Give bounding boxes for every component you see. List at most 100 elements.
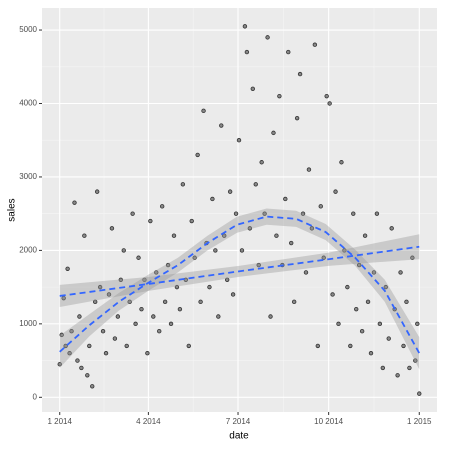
point <box>130 211 135 216</box>
point <box>315 343 321 349</box>
point <box>359 329 365 334</box>
point <box>145 351 150 356</box>
point <box>65 266 70 271</box>
point <box>318 204 323 209</box>
point <box>415 321 420 327</box>
point <box>118 277 124 282</box>
point <box>157 329 162 334</box>
point <box>274 233 279 238</box>
point <box>177 306 183 312</box>
point <box>213 248 218 253</box>
point <box>389 226 394 231</box>
point <box>115 314 121 319</box>
point <box>407 365 412 371</box>
y-axis-title: sales <box>7 198 18 221</box>
point <box>306 167 312 172</box>
point <box>236 138 242 143</box>
point <box>75 358 80 363</box>
point <box>368 351 374 356</box>
x-tick-label: 4 2014 <box>136 417 161 426</box>
point <box>219 123 224 128</box>
point <box>180 182 186 187</box>
point <box>121 248 126 253</box>
point <box>171 233 177 238</box>
point <box>87 343 92 349</box>
point <box>242 24 248 29</box>
point <box>380 365 386 371</box>
point <box>222 233 227 238</box>
point <box>233 211 239 216</box>
point <box>404 299 409 305</box>
point <box>345 284 350 290</box>
x-axis-title: date <box>229 431 249 442</box>
point <box>61 295 66 301</box>
point <box>159 204 165 209</box>
point <box>312 42 318 47</box>
point <box>417 391 422 396</box>
point <box>327 101 332 106</box>
point <box>136 255 141 260</box>
point <box>201 108 206 114</box>
point <box>401 343 406 349</box>
y-tick-label: 3000 <box>19 172 37 181</box>
point <box>195 152 200 158</box>
point <box>210 196 215 202</box>
point <box>262 211 267 216</box>
point <box>362 233 368 238</box>
point <box>154 270 159 275</box>
point <box>133 321 138 327</box>
point <box>85 373 90 378</box>
point <box>142 277 147 282</box>
point <box>186 343 191 349</box>
point <box>374 211 380 216</box>
point <box>250 86 255 91</box>
point <box>174 284 180 290</box>
point <box>224 277 230 282</box>
x-tick-label: 1 2014 <box>47 417 72 426</box>
point <box>139 306 144 312</box>
point <box>67 351 72 356</box>
point <box>230 292 236 297</box>
point <box>92 299 98 305</box>
point <box>339 160 344 165</box>
point <box>300 211 306 216</box>
point <box>69 329 74 334</box>
point <box>77 314 82 319</box>
point <box>277 93 282 99</box>
point <box>342 248 347 253</box>
point <box>90 384 95 389</box>
point <box>291 299 297 305</box>
point <box>82 233 87 238</box>
point <box>386 336 391 341</box>
point <box>309 226 315 231</box>
point <box>413 358 418 363</box>
point <box>377 321 383 327</box>
point <box>239 248 245 253</box>
point <box>198 299 203 305</box>
y-tick-label: 4000 <box>19 99 37 108</box>
point <box>57 362 62 367</box>
point <box>348 343 353 349</box>
point <box>365 299 371 305</box>
point <box>283 196 288 202</box>
point <box>151 314 156 319</box>
confidence-band <box>59 208 420 370</box>
point <box>79 365 84 371</box>
point <box>324 93 329 99</box>
y-tick-label: 2000 <box>19 246 37 255</box>
point <box>410 255 415 260</box>
y-tick-label: 5000 <box>19 25 37 34</box>
panel <box>42 8 437 412</box>
point <box>103 351 109 356</box>
point <box>259 160 264 165</box>
point <box>289 240 294 246</box>
point <box>72 200 77 205</box>
point <box>294 115 300 121</box>
point <box>321 255 326 260</box>
point <box>371 270 377 275</box>
point <box>383 284 388 290</box>
point <box>207 284 212 290</box>
point <box>336 321 341 327</box>
x-tick-label: 7 2014 <box>226 417 251 426</box>
